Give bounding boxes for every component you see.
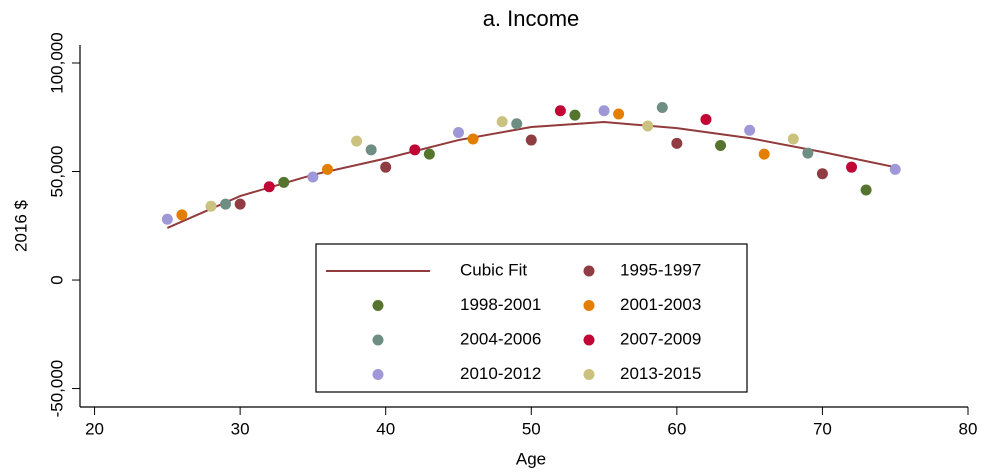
legend-marker [583, 300, 595, 311]
data-point [700, 113, 712, 125]
data-point [744, 124, 756, 136]
data-point [351, 135, 363, 147]
y-tick-label: 100,000 [47, 32, 66, 93]
data-point [161, 213, 173, 225]
data-point [554, 105, 566, 117]
legend-marker [583, 369, 595, 380]
x-tick-label: 70 [813, 419, 832, 438]
data-point [409, 144, 421, 156]
data-point [525, 134, 537, 146]
x-tick-label: 30 [231, 419, 250, 438]
data-point [846, 161, 858, 173]
data-point [613, 108, 625, 120]
legend-label: 2001-2003 [620, 295, 701, 314]
legend-marker [372, 334, 384, 346]
legend-label: 2013-2015 [620, 364, 701, 383]
legend-marker [583, 334, 595, 346]
data-point [642, 120, 654, 132]
data-point [220, 198, 232, 210]
data-point [307, 171, 319, 183]
data-point [816, 168, 828, 180]
legend-label: 2007-2009 [620, 329, 701, 348]
data-point [569, 109, 581, 121]
legend-label: 1995-1997 [620, 260, 701, 279]
legend-box [315, 243, 748, 393]
data-point [452, 126, 464, 138]
data-point [598, 105, 610, 117]
data-point [787, 133, 799, 145]
data-point [758, 148, 770, 160]
data-point [234, 198, 246, 210]
data-point [511, 118, 523, 130]
legend-label: 2010-2012 [460, 364, 541, 383]
x-tick-label: 50 [522, 419, 541, 438]
x-tick-label: 60 [667, 419, 686, 438]
chart-title: a. Income [483, 6, 580, 31]
legend-marker [372, 300, 384, 311]
data-point [321, 163, 333, 175]
data-point [380, 161, 392, 173]
data-point [671, 137, 683, 149]
legend-marker [583, 265, 595, 277]
x-tick-label: 40 [376, 419, 395, 438]
data-point [423, 148, 435, 160]
x-tick-label: 20 [85, 419, 104, 438]
data-point [467, 133, 479, 145]
data-point [263, 181, 275, 193]
legend-label: Cubic Fit [460, 260, 527, 279]
data-point [860, 184, 872, 196]
legend-label: 1998-2001 [460, 295, 541, 314]
data-point [365, 144, 377, 156]
data-point [656, 102, 668, 114]
x-tick-label: 80 [959, 419, 978, 438]
data-point [496, 116, 508, 128]
data-point [278, 176, 290, 188]
y-tick-label: 50,000 [47, 146, 66, 198]
y-tick-label: 0 [47, 275, 66, 284]
data-point [205, 200, 217, 212]
y-tick-label: -50,000 [47, 360, 66, 418]
data-point [176, 209, 188, 221]
data-point [802, 147, 814, 159]
data-point [715, 139, 727, 151]
data-point [889, 163, 901, 175]
legend-marker [372, 369, 384, 380]
x-axis-label: Age [516, 449, 546, 468]
legend-label: 2004-2006 [460, 329, 541, 348]
y-axis-label: 2016 $ [11, 199, 30, 252]
